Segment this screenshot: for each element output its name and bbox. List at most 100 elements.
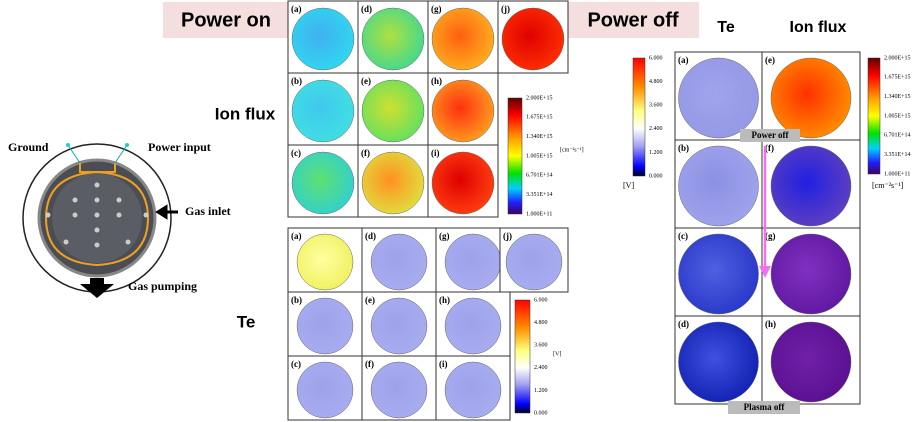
panel-label: (f) <box>365 359 374 369</box>
colorbar-tick-label: 1.340E+15 <box>884 94 911 100</box>
contour-map <box>444 297 502 355</box>
contour-map <box>770 321 852 403</box>
column-label: Te <box>717 19 735 36</box>
colorbar-tick-label: 0.000 <box>534 410 548 416</box>
note-box <box>728 401 800 414</box>
contour-map <box>370 361 428 419</box>
colorbar-tick-label: 1.340E+15 <box>526 134 553 140</box>
colorbar <box>514 299 531 414</box>
chamber-schematic <box>22 143 178 298</box>
contour-map <box>361 7 425 71</box>
colorbar-tick-label: 2.400 <box>534 365 548 371</box>
panel-label: (g) <box>439 231 450 241</box>
contour-map <box>291 151 355 215</box>
panel-label: (h) <box>765 319 776 329</box>
panel-label: (j) <box>501 4 510 14</box>
contour-map <box>431 151 495 215</box>
panel-label: (i) <box>431 148 440 158</box>
panel-label: (d) <box>365 231 376 241</box>
colorbar <box>867 57 881 175</box>
panel-label: (e) <box>765 55 775 65</box>
contour-map <box>678 321 759 403</box>
header-box <box>163 2 290 38</box>
contour-map <box>444 233 502 291</box>
panel-label: (d) <box>361 4 372 14</box>
panel-label: (i) <box>439 359 448 369</box>
colorbar-tick-label: 6.000 <box>534 297 548 303</box>
header-box <box>567 2 699 38</box>
colorbar-tick-label: 1.005E+15 <box>526 153 553 159</box>
contour-map <box>361 151 425 215</box>
colorbar-tick-label: 6.701E+14 <box>884 133 911 139</box>
contour-map <box>291 7 355 71</box>
colorbar <box>632 57 646 177</box>
contour-map <box>770 57 852 139</box>
colorbar-unit: [V] <box>623 181 634 190</box>
panel-label: (a) <box>291 231 302 241</box>
panel-label: (e) <box>365 295 375 305</box>
panel-label: (j) <box>503 231 512 241</box>
colorbar-tick-label: 1.005E+15 <box>884 113 911 119</box>
panel-label: (d) <box>678 319 689 329</box>
colorbar-tick-label: 0.000 <box>649 173 663 179</box>
label: Gas pumping <box>128 279 197 293</box>
panel-label: (b) <box>291 76 302 86</box>
header: Power off <box>587 9 678 31</box>
contour-map <box>770 145 852 227</box>
header: Power on <box>181 9 271 31</box>
contour-map <box>505 233 563 291</box>
panel-label: (e) <box>361 76 371 86</box>
panel-label: (a) <box>678 55 689 65</box>
label: Gas inlet <box>185 204 231 218</box>
colorbar-tick-label: 2.000E+15 <box>526 95 553 101</box>
colorbar-tick-label: 1.200 <box>649 150 663 156</box>
colorbar-tick-label: 3.600 <box>534 343 548 349</box>
panel-label: (f) <box>361 148 370 158</box>
panel-label: (b) <box>678 143 689 153</box>
panel-label: (f) <box>765 143 774 153</box>
contour-map <box>296 297 354 355</box>
panel-label: (c) <box>678 231 688 241</box>
colorbar-tick-label: 1.000E+11 <box>884 171 910 177</box>
colorbar-tick-label: 6.000 <box>649 55 663 61</box>
colorbar-unit: [cm⁻²s⁻¹] <box>872 181 904 190</box>
colorbar-tick-label: 3.351E+14 <box>526 192 553 198</box>
contour-map <box>361 79 425 143</box>
contour-map <box>678 145 759 227</box>
label: Power input <box>148 140 211 154</box>
note: Plasma off <box>744 402 786 412</box>
arrow-head <box>759 266 771 278</box>
colorbar <box>507 97 523 215</box>
contour-map <box>431 79 495 143</box>
panel-label: (c) <box>291 148 301 158</box>
colorbar-tick-label: 1.200 <box>534 388 548 394</box>
note-box <box>740 129 800 142</box>
contour-map <box>501 7 565 71</box>
colorbar-tick-label: 3.600 <box>649 103 663 109</box>
colorbar-tick-label: 4.800 <box>649 79 663 85</box>
panel-label: (b) <box>291 295 302 305</box>
panel-label: (h) <box>439 295 450 305</box>
contour-map <box>370 297 428 355</box>
contour-map <box>678 57 759 139</box>
colorbar-tick-label: 2.400 <box>649 126 663 132</box>
row-label: Te <box>237 312 256 331</box>
colorbar-tick-label: 4.800 <box>534 320 548 326</box>
colorbar-tick-label: 1.675E+15 <box>526 115 553 121</box>
label: Ground <box>8 140 49 154</box>
contour-map <box>444 361 502 419</box>
panel-label: (g) <box>765 231 776 241</box>
column-label: Ion flux <box>790 19 847 36</box>
contour-map <box>296 361 354 419</box>
note: Power off <box>751 130 789 140</box>
panel-label: (h) <box>431 76 442 86</box>
contour-map <box>291 79 355 143</box>
panel-label: (a) <box>291 4 302 14</box>
contour-map <box>678 233 759 315</box>
colorbar-tick-label: 1.000E+11 <box>526 211 552 217</box>
contour-map <box>770 233 852 315</box>
contour-map <box>370 233 428 291</box>
colorbar-tick-label: 1.675E+15 <box>884 75 911 81</box>
colorbar-tick-label: 6.701E+14 <box>526 173 553 179</box>
